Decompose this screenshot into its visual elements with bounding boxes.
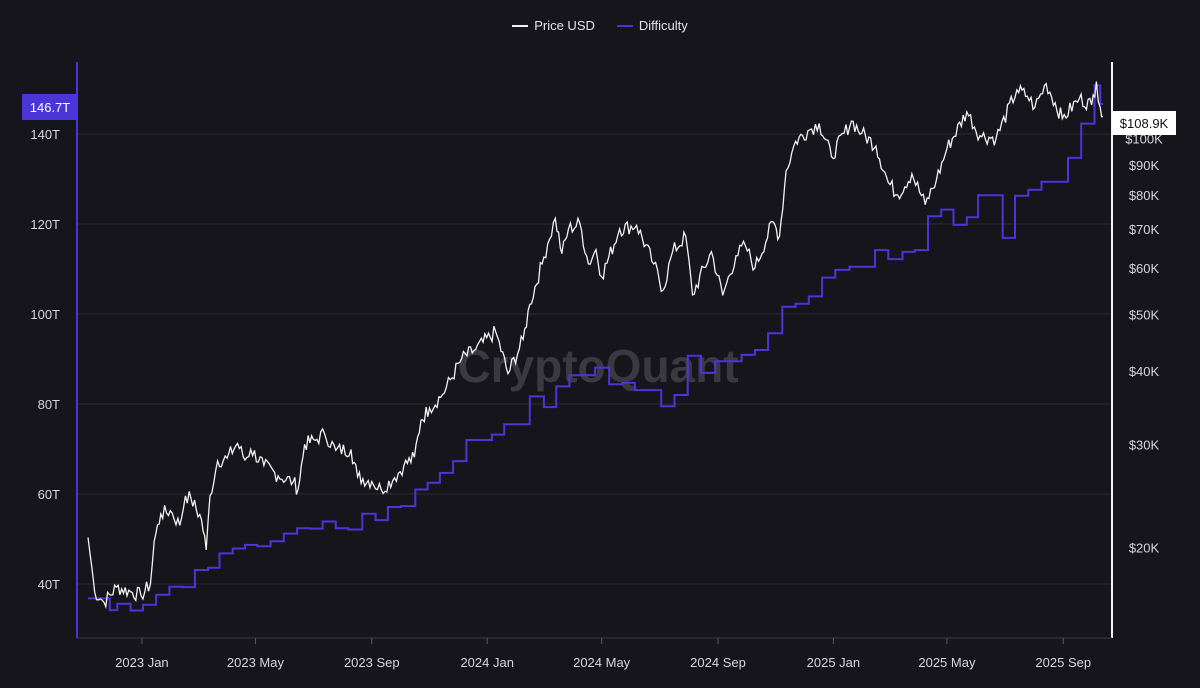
x-tick-label: 2025 May	[918, 655, 976, 670]
watermark: CryptoQuant	[457, 340, 738, 392]
x-tick-label: 2023 Sep	[344, 655, 400, 670]
x-axis-dates: 2023 Jan 2023 May 2023 Sep 2024 Jan 2024 May…	[77, 637, 1112, 670]
left-axis-difficulty: 40T 60T 80T 100T 120T 140T	[30, 62, 78, 638]
right-tick-label: $40K	[1129, 364, 1160, 379]
legend-item-difficulty[interactable]: Difficulty	[616, 18, 688, 33]
current-price-badge-bg	[1112, 111, 1176, 135]
current-difficulty-badge-bg	[22, 94, 78, 120]
difficulty-line	[88, 84, 1103, 612]
price-line	[87, 81, 1104, 610]
right-tick-label: $80K	[1129, 188, 1160, 203]
x-tick-label: 2023 Jan	[115, 655, 169, 670]
left-tick-label: 40T	[38, 577, 60, 592]
right-axis-price: $20K $30K $40K $50K $60K $70K $80K $90K $100K	[1111, 62, 1163, 638]
left-tick-label: 60T	[38, 487, 60, 502]
left-tick-label: 100T	[30, 307, 60, 322]
legend-swatch-difficulty	[616, 24, 633, 27]
x-tick-label: 2024 Jan	[460, 655, 514, 670]
right-tick-label: $100K	[1125, 131, 1163, 146]
grid-lines	[77, 133, 1112, 585]
left-tick-label: 80T	[38, 397, 60, 412]
right-tick-label: $70K	[1129, 222, 1160, 237]
x-tick-label: 2023 May	[227, 655, 285, 670]
left-tick-label: 120T	[30, 217, 60, 232]
x-tick-label: 2024 Sep	[690, 655, 746, 670]
right-tick-label: $30K	[1129, 437, 1160, 452]
chart-legend: Price USD Difficulty	[0, 18, 1200, 33]
x-tick-label: 2024 May	[573, 655, 631, 670]
x-tick-label: 2025 Jan	[807, 655, 861, 670]
current-price-label: $108.9K	[1120, 116, 1169, 131]
series-layer	[87, 81, 1104, 612]
right-tick-label: $50K	[1129, 307, 1160, 322]
right-tick-label: $90K	[1129, 158, 1160, 173]
left-tick-label: 140T	[30, 127, 60, 142]
current-price-badge: $108.9K	[1112, 111, 1176, 135]
legend-item-price[interactable]: Price USD	[512, 18, 595, 33]
right-tick-label: $20K	[1129, 540, 1160, 555]
legend-swatch-price	[512, 24, 529, 27]
x-tick-label: 2025 Sep	[1035, 655, 1091, 670]
right-tick-label: $60K	[1129, 261, 1160, 276]
current-difficulty-label: 146.7T	[30, 100, 71, 115]
current-difficulty-badge: 146.7T	[22, 94, 78, 120]
legend-label-difficulty: Difficulty	[638, 18, 688, 33]
legend-label-price: Price USD	[534, 18, 595, 33]
